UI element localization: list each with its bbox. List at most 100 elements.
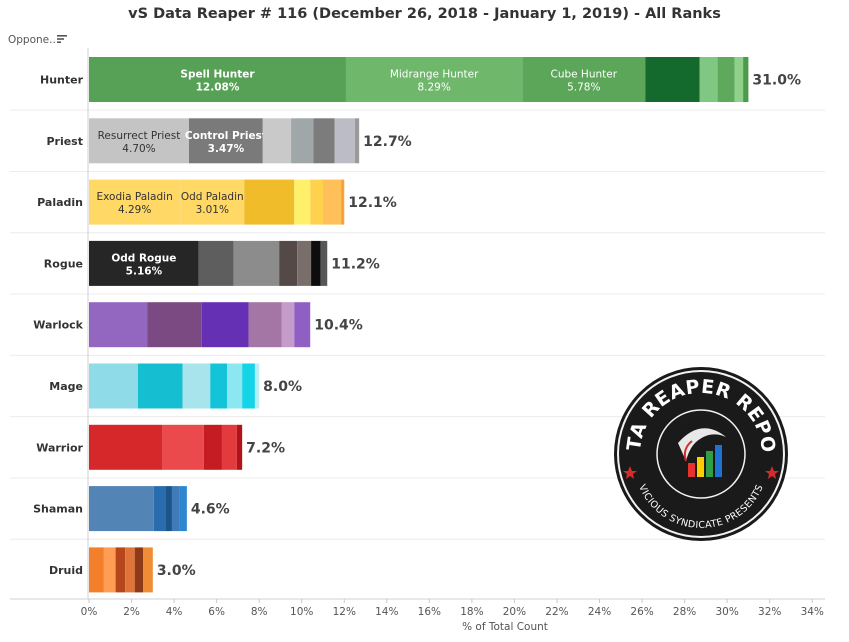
bar-segment (210, 363, 228, 409)
bar-segment (180, 179, 245, 225)
bar-segment (89, 57, 346, 102)
bar-segment (262, 118, 292, 164)
bar-segment (279, 240, 298, 286)
bar-segment (281, 302, 295, 348)
bar-segment (201, 302, 249, 348)
bar-segment (162, 424, 204, 470)
bar-segment (244, 179, 295, 225)
bar-segment (297, 240, 312, 286)
x-tick-label: 20% (503, 606, 526, 618)
bar-segment (147, 302, 202, 348)
bar-segment (89, 547, 104, 593)
bar-segment (179, 486, 187, 532)
x-tick-label: 34% (801, 606, 824, 618)
bar-segment (313, 118, 335, 164)
segment-value-label: 3.47% (208, 143, 245, 155)
bar-segment (294, 179, 311, 225)
segment-label: Odd Paladin (181, 191, 244, 203)
bar-total-label: 12.1% (348, 195, 397, 211)
row-label-shaman: Shaman (33, 503, 83, 516)
bar-segment (221, 424, 237, 470)
bar-total-label: 12.7% (363, 134, 412, 150)
row-label-druid: Druid (49, 564, 83, 577)
bar-segment (203, 424, 222, 470)
bar-segment (233, 240, 280, 286)
bar-segment (182, 363, 211, 409)
segment-label: Exodia Paladin (97, 191, 173, 203)
bar-segment (294, 302, 311, 348)
bar-segment (103, 547, 116, 593)
sort-descending-icon[interactable] (56, 33, 68, 45)
bar-segment (254, 363, 260, 409)
bar-segment (717, 57, 735, 102)
segment-value-label: 5.78% (567, 82, 600, 94)
bar-segment (89, 486, 154, 532)
row-label-paladin: Paladin (37, 196, 83, 209)
row-label-warrior: Warrior (36, 441, 83, 454)
bar-segment (341, 179, 345, 225)
bar-segment (248, 302, 282, 348)
bar-total-label: 4.6% (191, 502, 230, 518)
segment-label: Resurrect Priest (98, 130, 181, 142)
bar-segment (171, 486, 180, 532)
bar-segment (134, 547, 144, 593)
bar-total-label: 11.2% (331, 256, 380, 272)
bar-segment (89, 179, 181, 225)
bar-segment (125, 547, 135, 593)
bar-segment (334, 118, 355, 164)
segment-value-label: 5.16% (126, 265, 163, 277)
row-label-rogue: Rogue (44, 257, 83, 270)
bar-segment (645, 57, 700, 102)
opponent-column-header[interactable]: Oppone.. (8, 34, 56, 46)
segment-label: Spell Hunter (180, 69, 255, 81)
bar-segment (89, 118, 189, 164)
x-tick-label: 14% (375, 606, 398, 618)
bar-segment (89, 363, 138, 409)
x-tick-label: 2% (123, 606, 140, 618)
row-label-hunter: Hunter (40, 74, 84, 87)
bar-segment (89, 424, 163, 470)
bar-segment (227, 363, 243, 409)
x-tick-label: 4% (166, 606, 183, 618)
x-tick-label: 26% (630, 606, 653, 618)
x-tick-label: 10% (290, 606, 313, 618)
bar-segment (291, 118, 314, 164)
segment-value-label: 4.29% (118, 204, 151, 216)
bar-segment (165, 486, 172, 532)
segment-label: Odd Rogue (111, 252, 176, 264)
bar-segment (320, 240, 328, 286)
x-tick-label: 6% (208, 606, 225, 618)
row-label-warlock: Warlock (33, 319, 83, 332)
segment-value-label: 12.08% (196, 82, 240, 94)
bar-segment (188, 118, 263, 164)
row-label-priest: Priest (46, 135, 83, 148)
bar-segment (153, 486, 166, 532)
bar-total-label: 7.2% (246, 440, 285, 456)
bar-total-label: 31.0% (752, 73, 801, 89)
bar-segment (322, 179, 342, 225)
x-tick-label: 24% (588, 606, 611, 618)
x-tick-label: 16% (418, 606, 441, 618)
row-label-mage: Mage (49, 380, 83, 393)
bar-segment (198, 240, 234, 286)
bar-total-label: 8.0% (263, 379, 302, 395)
segment-label: Midrange Hunter (390, 69, 479, 81)
bar-total-label: 10.4% (314, 318, 363, 334)
x-axis-title: % of Total Count (462, 621, 548, 633)
x-tick-label: 28% (673, 606, 696, 618)
bar-segment (734, 57, 744, 102)
bar-segment (354, 118, 360, 164)
bar-segment (311, 240, 321, 286)
bar-segment (743, 57, 749, 102)
x-tick-label: 12% (333, 606, 356, 618)
bar-segment (242, 363, 255, 409)
x-tick-label: 32% (758, 606, 781, 618)
x-tick-label: 8% (251, 606, 268, 618)
segment-value-label: 3.01% (196, 204, 229, 216)
segment-label: Cube Hunter (550, 69, 617, 81)
bar-segment (236, 424, 243, 470)
x-tick-label: 22% (545, 606, 568, 618)
segment-label: Control Priest (185, 130, 267, 142)
bar-segment (310, 179, 323, 225)
